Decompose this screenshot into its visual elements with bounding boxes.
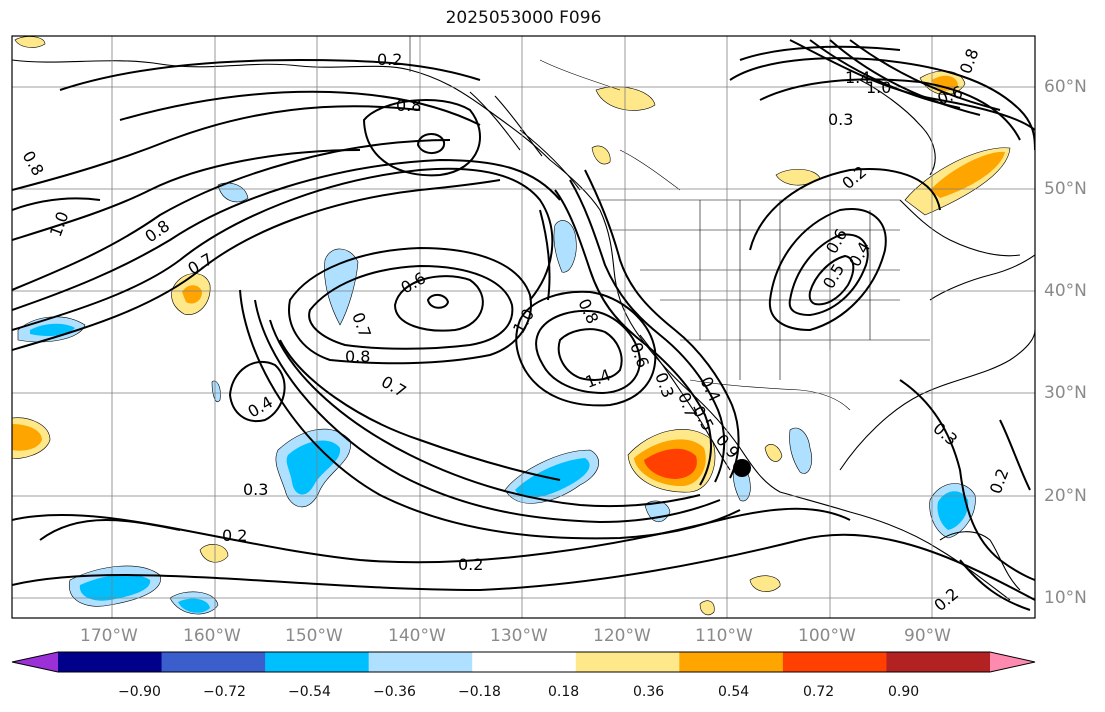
lat-tick-label: 20°N	[1044, 486, 1087, 506]
storm-marker-icon	[733, 459, 751, 477]
contour-lines	[12, 39, 1035, 611]
lat-tick-label: 40°N	[1044, 281, 1087, 301]
colorbar-tick-label: 0.54	[718, 684, 750, 700]
contour-label: 0.3	[828, 110, 853, 129]
colorbar-segment	[782, 652, 887, 672]
plot-title: 2025053000 F096	[445, 8, 602, 28]
colorbar-tick-label: 0.72	[803, 684, 835, 700]
contour-label: 1.4	[845, 68, 870, 87]
colorbar-extend-high	[990, 652, 1035, 672]
colorbar-tick-label: 0.18	[548, 684, 580, 700]
colorbar-tick-label: −0.18	[458, 684, 501, 700]
colorbar-segment	[679, 652, 784, 672]
lat-tick-label: 10°N	[1044, 588, 1087, 608]
lon-tick-label: 120°W	[593, 626, 651, 646]
colorbar-segment	[886, 652, 991, 672]
contour-label: 0.3	[243, 480, 268, 499]
colorbar-tick-label: 0.36	[633, 684, 665, 700]
colorbar-segment	[575, 652, 680, 672]
colorbar-extend-low	[12, 652, 58, 672]
colorbar-tick-label: −0.36	[373, 684, 416, 700]
lat-tick-label: 60°N	[1044, 77, 1087, 97]
contour-label: 0.8	[345, 347, 370, 366]
colorbar-segment	[161, 652, 266, 672]
political-borders	[409, 36, 930, 411]
contour-label: 0.2	[222, 526, 247, 545]
colorbar-segment	[265, 652, 370, 672]
contour-label: 0.8	[396, 96, 421, 115]
colorbar-tick-label: −0.90	[118, 684, 161, 700]
lon-tick-label: 110°W	[695, 626, 753, 646]
shaded-anomaly-patches	[12, 36, 1011, 616]
colorbar-outline	[11, 651, 1036, 673]
lat-tick-label: 30°N	[1044, 383, 1087, 403]
lat-tick-label: 50°N	[1044, 179, 1087, 199]
colorbar-segment	[58, 652, 163, 672]
lon-tick-label: 150°W	[285, 626, 343, 646]
lon-tick-label: 90°W	[904, 626, 951, 646]
contour-label: 0.2	[377, 50, 402, 69]
coastlines	[12, 59, 1035, 601]
lon-tick-label: 100°W	[798, 626, 856, 646]
contour-label: 1.0	[866, 78, 891, 97]
map-frame	[11, 35, 1036, 619]
contour-label: 0.2	[458, 555, 483, 574]
lon-tick-label: 160°W	[183, 626, 241, 646]
lon-tick-label: 170°W	[80, 626, 138, 646]
colorbar-tick-label: −0.54	[288, 684, 331, 700]
colorbar-tick-label: 0.90	[888, 684, 920, 700]
lon-tick-label: 140°W	[388, 626, 446, 646]
colorbar	[11, 651, 1036, 673]
colorbar-segment	[368, 652, 473, 672]
colorbar-tick-label: −0.72	[203, 684, 246, 700]
colorbar-segment	[472, 652, 577, 672]
lon-tick-label: 130°W	[490, 626, 548, 646]
